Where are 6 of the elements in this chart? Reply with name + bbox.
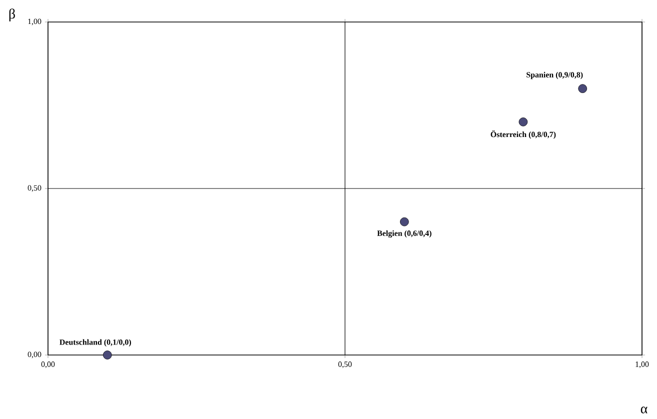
y-axis-title: β	[9, 8, 15, 22]
point	[578, 84, 588, 93]
point	[103, 350, 112, 360]
point	[518, 118, 528, 126]
point	[400, 217, 409, 226]
x-axis-title: α	[640, 406, 648, 414]
